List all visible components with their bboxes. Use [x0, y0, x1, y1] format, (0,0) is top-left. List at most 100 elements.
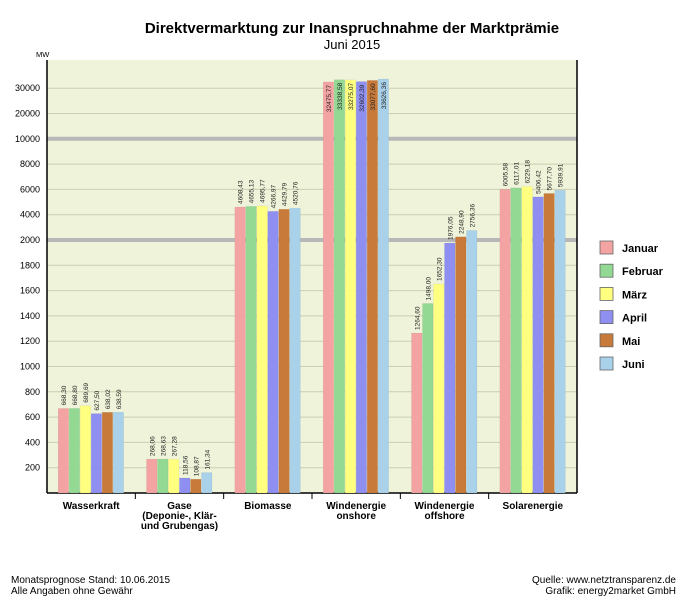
chart-subtitle: Juni 2015 [324, 37, 380, 52]
y-tick-label: 1600 [20, 286, 40, 296]
bar [79, 405, 91, 494]
bar [455, 236, 467, 494]
bar [101, 412, 113, 494]
legend: Januar Februar März April Mai Juni [599, 240, 664, 371]
data-label: 627,50 [94, 390, 101, 410]
data-label: 1264,60 [414, 306, 421, 330]
data-label: 33077,60 [370, 83, 377, 110]
footer-source: Quelle: www.netztransparenz.de [532, 575, 676, 586]
y-tick-labels: 200 400 600 800 1000 1200 1400 1600 1800 2000 4000… [15, 83, 40, 473]
y-tick-label: 20000 [15, 109, 40, 119]
y-tick-label: 200 [25, 463, 40, 473]
data-label: 638,02 [105, 389, 112, 409]
bar [543, 193, 555, 494]
data-label: 267,28 [171, 436, 178, 456]
legend-swatch [599, 240, 614, 255]
legend-label: Mai [622, 336, 640, 348]
legend-swatch [599, 263, 614, 278]
bar [322, 81, 334, 494]
bar [554, 189, 566, 494]
x-tick-label: Solarenergie [503, 501, 564, 512]
legend-swatch [599, 333, 614, 348]
data-label: 5677,70 [547, 167, 554, 191]
y-tick-label: 600 [25, 412, 40, 422]
bar [190, 478, 202, 494]
data-label: 2248,90 [458, 210, 465, 234]
y-tick-label: 1200 [20, 336, 40, 346]
data-label: 668,30 [61, 385, 68, 405]
data-label: 668,80 [72, 385, 79, 405]
y-tick-label: 1800 [20, 260, 40, 270]
bar [256, 205, 268, 494]
data-label: 268,06 [149, 436, 156, 456]
data-label: 6005,58 [503, 162, 510, 186]
x-tick-label: offshore [425, 511, 465, 522]
legend-swatch [599, 286, 614, 301]
bar [411, 332, 423, 494]
legend-label: Januar [622, 243, 659, 255]
y-tick-label: 400 [25, 437, 40, 447]
legend-swatch [599, 310, 614, 325]
bar [433, 283, 445, 494]
data-label: 4266,97 [271, 184, 278, 208]
legend-label: Juni [622, 359, 645, 371]
x-tick-label: Wasserkraft [63, 501, 121, 512]
chart-title: Direktvermarktung zur Inanspruchnahme de… [145, 20, 559, 37]
bar [355, 81, 367, 494]
y-tick-label: 1400 [20, 311, 40, 321]
y-tick-label: 1000 [20, 362, 40, 372]
data-label: 33338,58 [337, 82, 344, 109]
data-label: 1652,30 [436, 257, 443, 281]
bar [179, 477, 191, 494]
bar [444, 242, 456, 494]
data-label: 118,56 [182, 455, 189, 475]
bar [168, 458, 180, 494]
bar [344, 79, 356, 494]
bar [234, 206, 246, 494]
y-tick-label: 4000 [20, 210, 40, 220]
data-label: 2756,36 [469, 204, 476, 228]
y-tick-label: 30000 [15, 83, 40, 93]
legend-label: April [622, 313, 647, 325]
bar [157, 458, 169, 494]
footer-disclaimer: Alle Angaben ohne Gewähr [11, 586, 133, 597]
y-tick-label: 6000 [20, 184, 40, 194]
bar [245, 206, 257, 494]
bar [112, 411, 124, 494]
data-labels: 668,30 668,80 689,69 627,50 638,02 638,59 268,… [61, 82, 565, 477]
bar [68, 408, 80, 494]
grid-lines [47, 87, 577, 469]
data-label: 32475,77 [326, 85, 333, 112]
data-label: 5406,42 [536, 170, 543, 194]
bar [422, 303, 434, 494]
bar [146, 458, 158, 494]
legend-label: März [622, 289, 648, 301]
bar [289, 207, 301, 494]
data-label: 4608,43 [238, 180, 245, 204]
x-tick-label: Windenergie [415, 501, 475, 512]
data-label: 4655,13 [249, 180, 256, 204]
y-tick-label: 8000 [20, 159, 40, 169]
data-label: 4429,79 [282, 182, 289, 206]
bar [267, 211, 279, 494]
data-label: 268,63 [160, 436, 167, 456]
plot-area [47, 60, 577, 493]
data-label: 4520,76 [293, 181, 300, 205]
bar [90, 413, 102, 494]
bar [366, 80, 378, 494]
data-label: 6117,01 [514, 162, 521, 185]
data-label: 161,34 [204, 449, 211, 469]
y-tick-label: 10000 [15, 134, 40, 144]
footer-stand: Monatsprognose Stand: 10.06.2015 [11, 575, 170, 586]
x-tick-label: Gase [167, 501, 192, 512]
data-label: 32602,39 [359, 84, 366, 111]
footer-credit: Grafik: energy2market GmbH [545, 586, 676, 597]
data-label: 33275,07 [348, 83, 355, 110]
x-tick-label: und Grubengas) [141, 521, 218, 532]
x-tick-label: Windenergie [326, 501, 386, 512]
bar [499, 189, 511, 494]
data-label: 689,69 [83, 382, 90, 402]
bar [532, 196, 544, 494]
data-label: 108,87 [193, 456, 200, 476]
